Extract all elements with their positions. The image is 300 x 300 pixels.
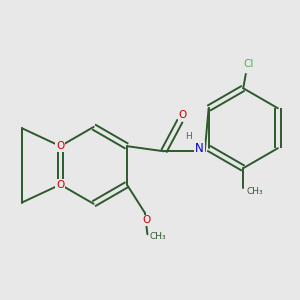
- Text: Cl: Cl: [244, 59, 254, 69]
- Text: N: N: [195, 142, 204, 155]
- Text: CH₃: CH₃: [246, 187, 263, 196]
- Text: O: O: [56, 141, 64, 151]
- Text: O: O: [142, 215, 151, 226]
- Text: O: O: [56, 180, 64, 190]
- Text: O: O: [178, 110, 187, 120]
- Text: H: H: [185, 132, 192, 141]
- Text: CH₃: CH₃: [149, 232, 166, 242]
